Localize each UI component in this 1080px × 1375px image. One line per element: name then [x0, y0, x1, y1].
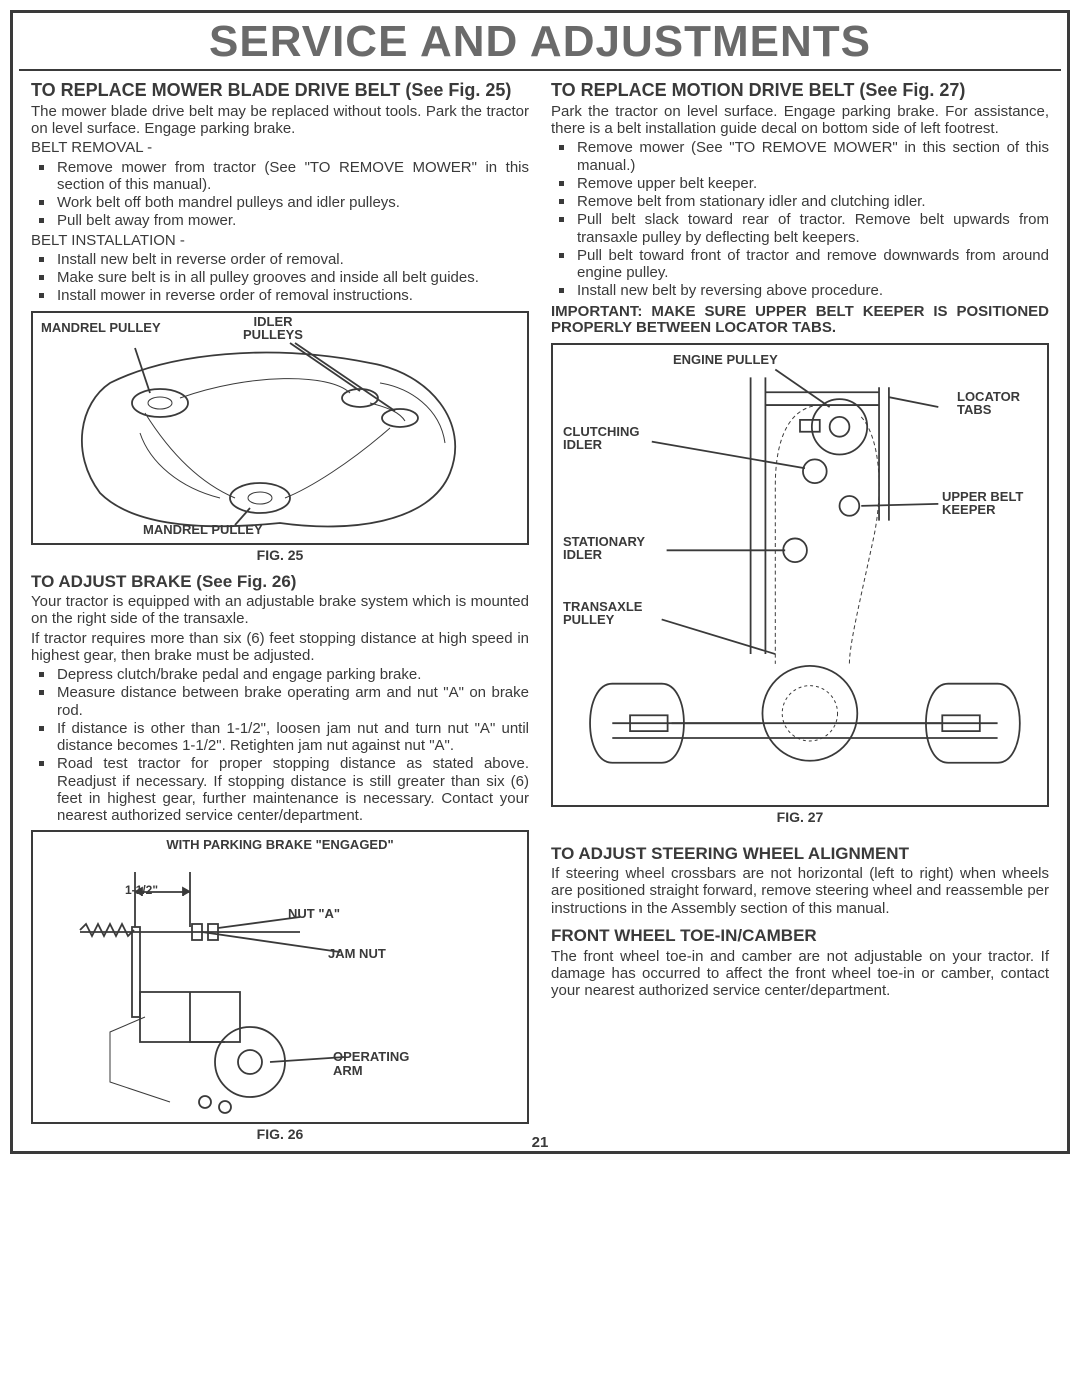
- figure-26: WITH PARKING BRAKE "ENGAGED" 1-1/2" NUT …: [31, 830, 529, 1124]
- fig26-title: WITH PARKING BRAKE "ENGAGED": [33, 838, 527, 852]
- page-title: SERVICE AND ADJUSTMENTS: [13, 13, 1067, 69]
- list-item: Pull belt away from mower.: [57, 212, 529, 229]
- label-idler-pulleys: IDLER PULLEYS: [233, 315, 313, 342]
- left-column: TO REPLACE MOWER BLADE DRIVE BELT (See F…: [31, 77, 529, 1148]
- list-item: Install mower in reverse order of remova…: [57, 287, 529, 304]
- list-item: Road test tractor for proper stopping di…: [57, 755, 529, 824]
- label-mandrel-pulley-tl: MANDREL PULLEY: [41, 321, 161, 335]
- list-motion-belt: Remove mower (See "TO REMOVE MOWER" in t…: [551, 139, 1049, 299]
- list-item: Remove belt from stationary idler and cl…: [577, 193, 1049, 210]
- fig26-caption: FIG. 26: [31, 1126, 529, 1142]
- para: If steering wheel crossbars are not hori…: [551, 865, 1049, 917]
- right-column: TO REPLACE MOTION DRIVE BELT (See Fig. 2…: [551, 77, 1049, 1148]
- fig25-svg: [33, 313, 527, 543]
- para: The front wheel toe-in and camber are no…: [551, 948, 1049, 1000]
- label-transaxle-pulley: TRANSAXLE PULLEY: [563, 600, 658, 627]
- manual-page: SERVICE AND ADJUSTMENTS TO REPLACE MOWER…: [10, 10, 1070, 1154]
- para: Your tractor is equipped with an adjusta…: [31, 593, 529, 628]
- columns: TO REPLACE MOWER BLADE DRIVE BELT (See F…: [13, 71, 1067, 1152]
- heading-replace-blade-belt: TO REPLACE MOWER BLADE DRIVE BELT (See F…: [31, 81, 529, 101]
- list-item: Measure distance between brake operating…: [57, 684, 529, 719]
- figure-25: MANDREL PULLEY IDLER PULLEYS MANDREL PUL…: [31, 311, 529, 545]
- para: If tractor requires more than six (6) fe…: [31, 630, 529, 665]
- list-item: Depress clutch/brake pedal and engage pa…: [57, 666, 529, 683]
- list-adjust-brake: Depress clutch/brake pedal and engage pa…: [31, 666, 529, 824]
- fig27-caption: FIG. 27: [551, 809, 1049, 825]
- subhead-belt-install: BELT INSTALLATION -: [31, 232, 529, 249]
- list-belt-install: Install new belt in reverse order of rem…: [31, 251, 529, 305]
- important-note: IMPORTANT: MAKE SURE UPPER BELT KEEPER I…: [551, 304, 1049, 337]
- list-item: If distance is other than 1-1/2", loosen…: [57, 720, 529, 755]
- list-item: Remove mower from tractor (See "TO REMOV…: [57, 159, 529, 194]
- label-operating-arm: OPERATING ARM: [333, 1050, 423, 1077]
- fig25-caption: FIG. 25: [31, 547, 529, 563]
- subhead-belt-removal: BELT REMOVAL -: [31, 139, 529, 156]
- heading-steering-alignment: TO ADJUST STEERING WHEEL ALIGNMENT: [551, 845, 1049, 864]
- list-item: Install new belt by reversing above proc…: [577, 282, 1049, 299]
- label-stationary-idler: STATIONARY IDLER: [563, 535, 663, 562]
- list-item: Pull belt slack toward rear of tractor. …: [577, 211, 1049, 246]
- label-dimension: 1-1/2": [125, 884, 158, 897]
- para: Park the tractor on level surface. Engag…: [551, 103, 1049, 138]
- label-nut-a: NUT "A": [288, 907, 340, 921]
- list-item: Pull belt toward front of tractor and re…: [577, 247, 1049, 282]
- label-locator-tabs: LOCATOR TABS: [957, 390, 1037, 417]
- label-mandrel-pulley-b: MANDREL PULLEY: [143, 523, 263, 537]
- list-item: Work belt off both mandrel pulleys and i…: [57, 194, 529, 211]
- list-item: Remove upper belt keeper.: [577, 175, 1049, 192]
- figure-27: ENGINE PULLEY LOCATOR TABS CLUTCHING IDL…: [551, 343, 1049, 807]
- para: The mower blade drive belt may be replac…: [31, 103, 529, 138]
- label-jam-nut: JAM NUT: [328, 947, 386, 961]
- list-item: Make sure belt is in all pulley grooves …: [57, 269, 529, 286]
- list-item: Install new belt in reverse order of rem…: [57, 251, 529, 268]
- label-clutching-idler: CLUTCHING IDLER: [563, 425, 653, 452]
- heading-toe-in-camber: FRONT WHEEL TOE-IN/CAMBER: [551, 927, 1049, 946]
- list-item: Remove mower (See "TO REMOVE MOWER" in t…: [577, 139, 1049, 174]
- label-upper-belt-keeper: UPPER BELT KEEPER: [942, 490, 1037, 517]
- fig26-svg: [33, 832, 527, 1122]
- heading-replace-motion-belt: TO REPLACE MOTION DRIVE BELT (See Fig. 2…: [551, 81, 1049, 101]
- list-belt-removal: Remove mower from tractor (See "TO REMOV…: [31, 159, 529, 230]
- heading-adjust-brake: TO ADJUST BRAKE (See Fig. 26): [31, 573, 529, 592]
- label-engine-pulley: ENGINE PULLEY: [673, 353, 778, 367]
